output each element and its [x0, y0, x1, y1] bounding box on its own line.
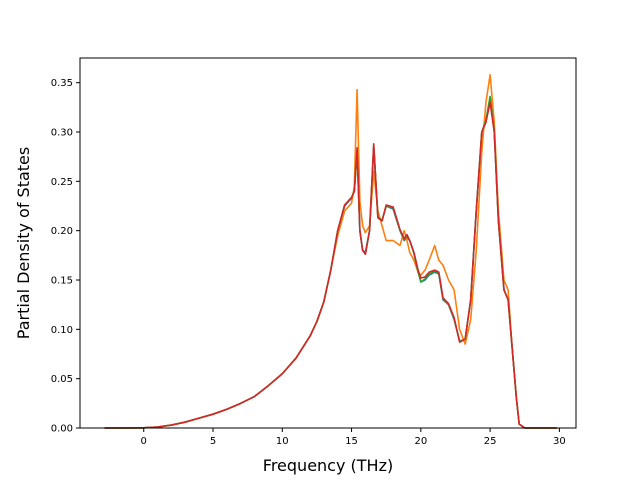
x-axis: 0 5 10 15 20 25 30 [141, 428, 566, 447]
series-layer [104, 73, 558, 429]
x-tick-label: 30 [553, 436, 566, 447]
y-tick-label: 0.05 [51, 374, 73, 385]
x-tick-label: 25 [484, 436, 497, 447]
y-tick-label: 0.00 [51, 424, 73, 435]
x-tick-label: 10 [276, 436, 289, 447]
x-tick-label: 5 [210, 436, 216, 447]
x-axis-title: Frequency (THz) [263, 456, 393, 475]
x-tick-label: 15 [345, 436, 358, 447]
y-tick-label: 0.25 [51, 177, 73, 188]
y-tick-label: 0.20 [51, 226, 73, 237]
series-line-4 [104, 101, 558, 429]
y-axis-title: Partial Density of States [14, 147, 33, 339]
x-tick-label: 0 [141, 436, 147, 447]
y-tick-label: 0.10 [51, 325, 73, 336]
x-tick-label: 20 [414, 436, 427, 447]
y-tick-label: 0.30 [51, 128, 73, 139]
plot-frame [79, 57, 577, 429]
y-tick-label: 0.15 [51, 276, 73, 287]
y-tick-label: 0.35 [51, 78, 73, 89]
y-axis: 0.00 0.05 0.10 0.15 0.20 0.25 0.30 0.35 [51, 78, 80, 435]
